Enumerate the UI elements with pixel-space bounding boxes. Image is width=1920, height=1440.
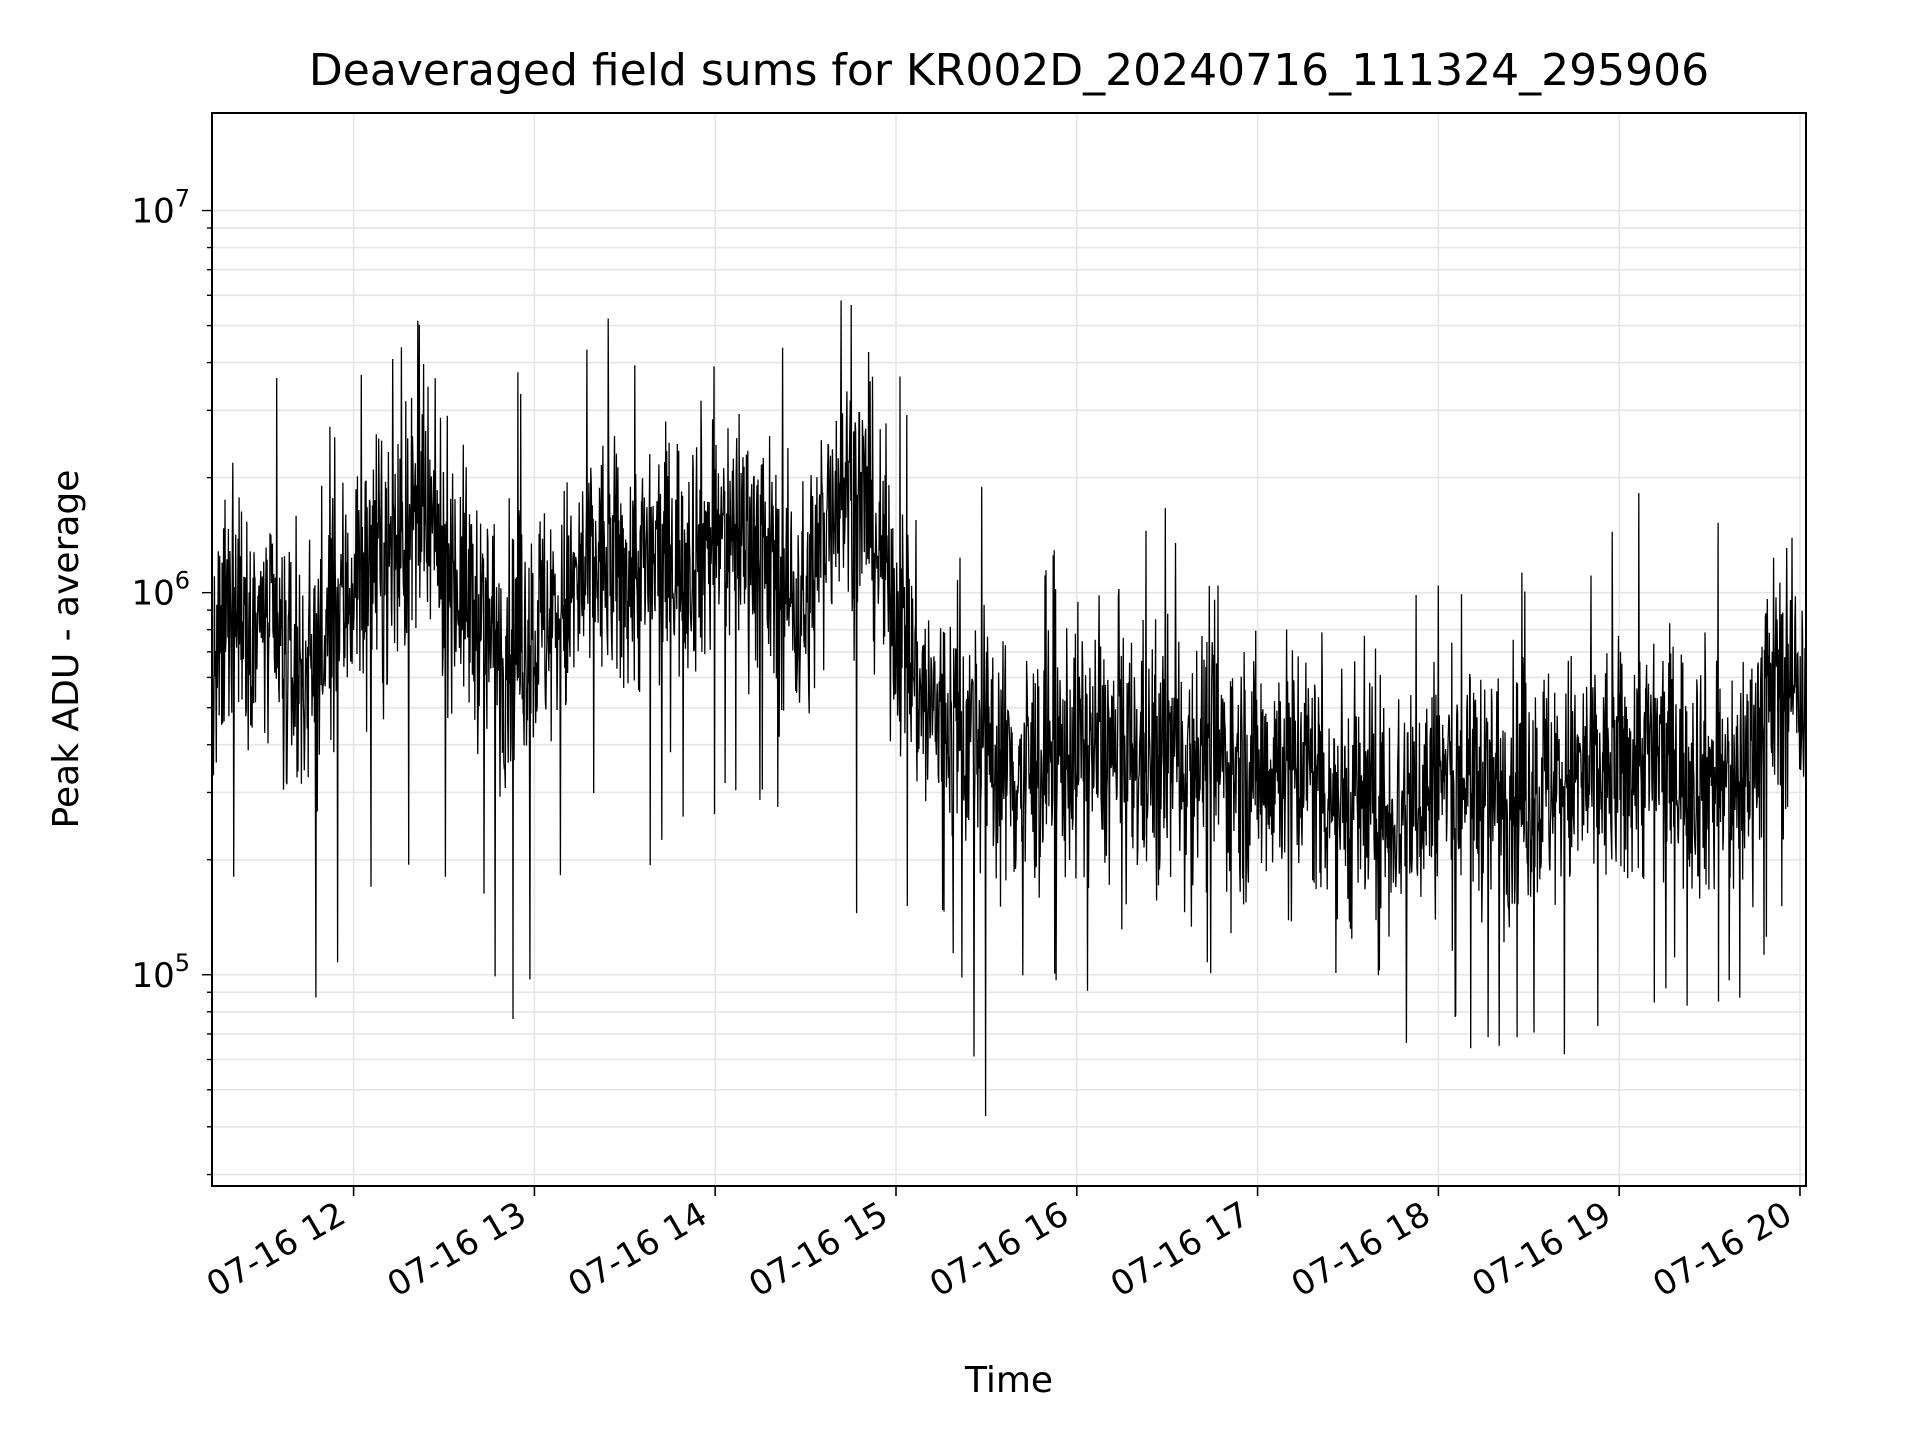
- x-axis-label: Time: [964, 1360, 1053, 1401]
- y-axis-label: Peak ADU - average: [46, 470, 87, 829]
- y-tick-label: 107: [131, 185, 190, 232]
- y-tick-label: 105: [131, 949, 190, 996]
- grid-lines: [212, 113, 1806, 1186]
- plot-frame: [211, 112, 1807, 1187]
- chart-title: Deaveraged field sums for KR002D_2024071…: [309, 45, 1709, 96]
- y-tick-label: 106: [131, 567, 190, 614]
- series-polyline: [211, 300, 1807, 1117]
- series-line: [211, 300, 1807, 1117]
